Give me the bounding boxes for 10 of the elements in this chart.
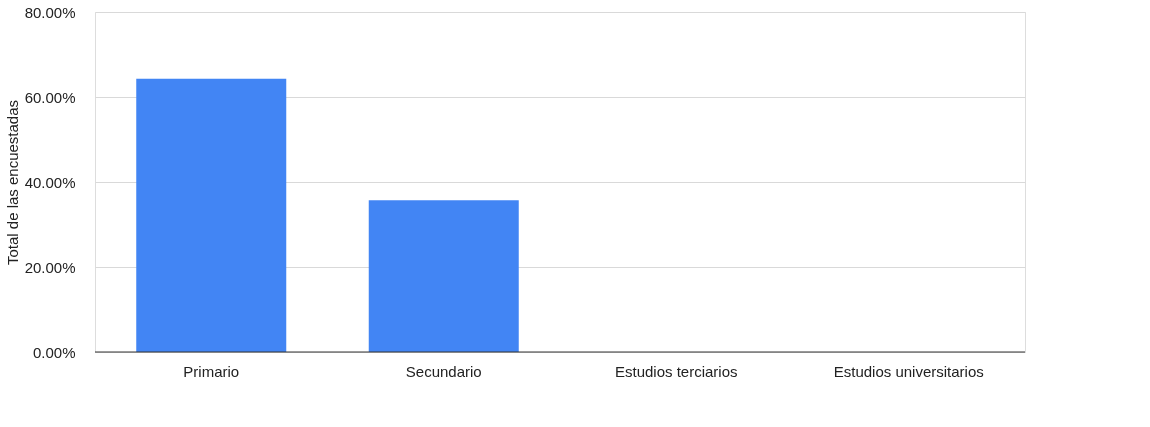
x-tick-label: Primario	[183, 362, 240, 380]
y-axis-title: Total de las encuestadas	[3, 99, 21, 266]
x-tick-label: Secundario	[405, 362, 482, 380]
y-tick-label: 20.00%	[24, 258, 76, 276]
y-tick-label: 80.00%	[24, 3, 76, 21]
y-tick-label: 60.00%	[24, 88, 76, 106]
y-tick-label: 40.00%	[24, 173, 76, 191]
x-tick-label: Estudios universitarios	[833, 362, 984, 380]
x-tick-label: Estudios terciarios	[614, 362, 738, 380]
y-tick-label: 0.00%	[32, 343, 76, 361]
